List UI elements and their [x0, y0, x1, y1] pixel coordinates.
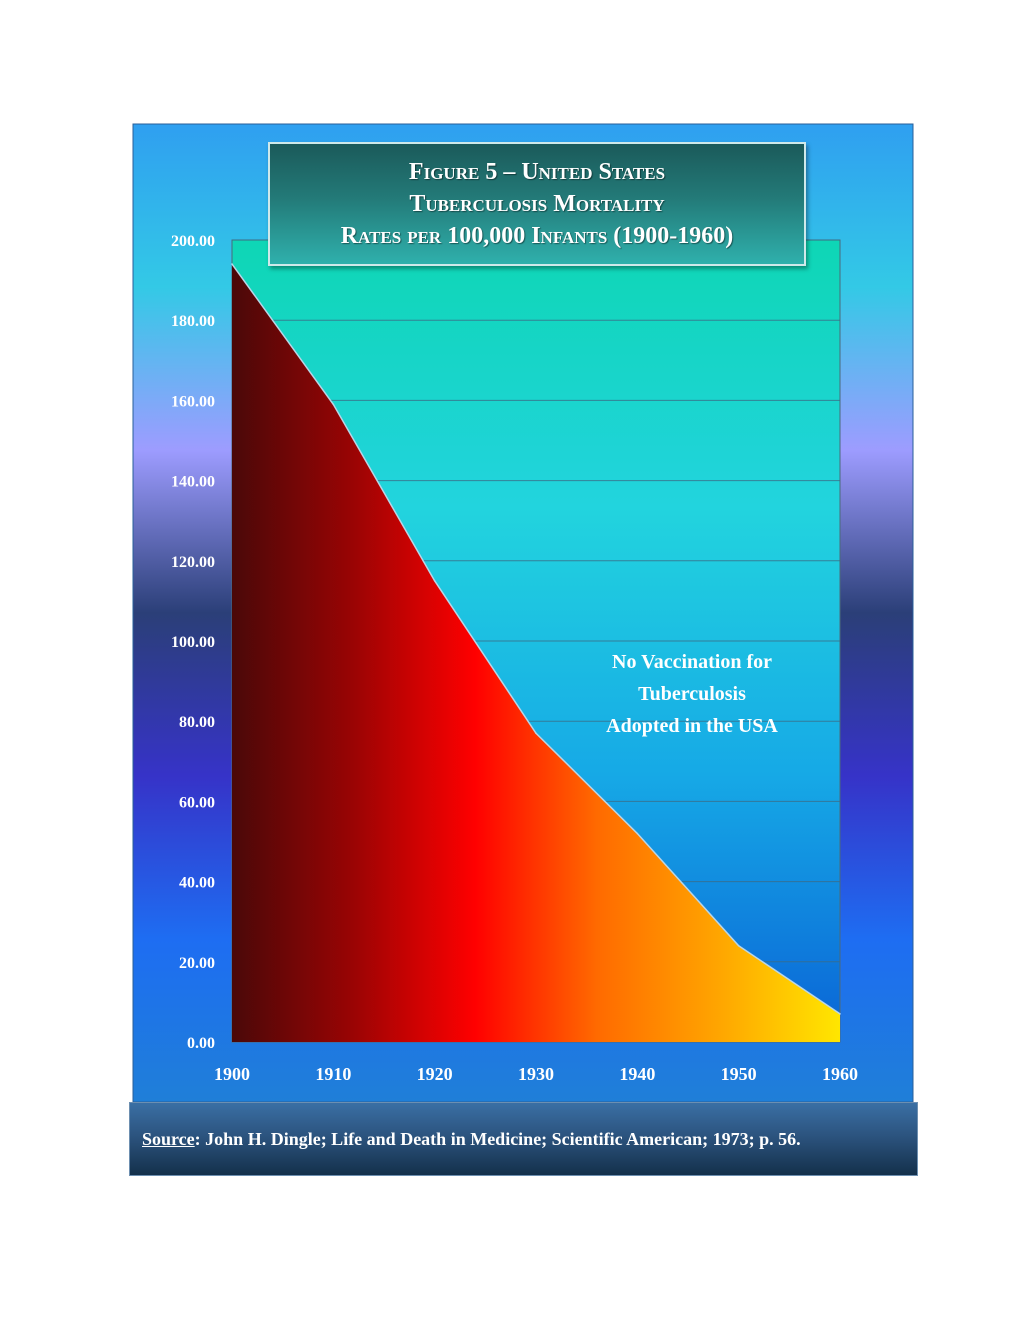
mortality-area [232, 264, 840, 1042]
x-tick-label: 1920 [417, 1064, 453, 1084]
chart-title-line-3-text: Rates per 100,000 Infants [340, 223, 608, 249]
chart-title-line-2-text: Tuberculosis Mortality [409, 191, 665, 217]
y-tick-labels: 0.00 20.00 40.00 60.00 80.00 100.00 120.00 140.… [171, 233, 215, 1052]
chart-title-line-1-text: Figure 5 – United States [408, 159, 666, 185]
y-tick-label: 0.00 [187, 1035, 215, 1052]
chart-title-line-3-suffix: (1900-1960) [607, 223, 734, 249]
x-tick-label: 1950 [721, 1064, 757, 1084]
y-tick-label: 60.00 [179, 794, 215, 811]
data-point [535, 732, 537, 735]
y-tick-label: 160.00 [171, 393, 215, 410]
x-tick-label: 1960 [822, 1064, 858, 1084]
chart-title-line-3: Rates per 100,000 Infants (1900-1960) [341, 220, 734, 252]
x-tick-label: 1900 [214, 1064, 250, 1084]
source-text: : John H. Dingle; Life and Death in Medi… [194, 1128, 801, 1149]
chart-title: Figure 5 – United States Tuberculosis Mo… [268, 142, 806, 266]
annotation-line-1: No Vaccination for [612, 651, 772, 673]
y-tick-label: 40.00 [179, 875, 215, 892]
annotation-line-2: Tuberculosis [638, 683, 746, 705]
data-point [433, 580, 436, 582]
data-point [636, 832, 639, 835]
x-tick-labels: 1900 1910 1920 1930 1940 1950 1960 [214, 1064, 858, 1084]
x-tick-label: 1940 [619, 1064, 655, 1084]
chart-annotation: No Vaccination for Tuberculosis Adopted … [560, 646, 824, 742]
source-citation: Source: John H. Dingle; Life and Death i… [142, 1129, 801, 1150]
source-bar: Source: John H. Dingle; Life and Death i… [129, 1102, 918, 1176]
y-tick-label: 200.00 [171, 233, 215, 250]
data-point [231, 263, 233, 265]
data-point [839, 1013, 841, 1015]
area-layer [231, 263, 841, 1042]
y-tick-label: 100.00 [171, 634, 215, 651]
data-point [737, 944, 740, 947]
chart-title-line-2: Tuberculosis Mortality [409, 188, 664, 220]
y-tick-label: 180.00 [171, 313, 215, 330]
source-label: Source [142, 1128, 195, 1149]
y-tick-label: 80.00 [179, 714, 215, 731]
x-tick-label: 1930 [518, 1064, 554, 1084]
y-tick-label: 140.00 [171, 474, 215, 491]
chart-title-line-1: Figure 5 – United States [409, 156, 665, 188]
y-tick-label: 20.00 [179, 955, 215, 972]
y-tick-label: 120.00 [171, 554, 215, 571]
x-tick-label: 1910 [315, 1064, 351, 1084]
data-point [332, 403, 335, 406]
annotation-line-3: Adopted in the USA [606, 715, 778, 737]
